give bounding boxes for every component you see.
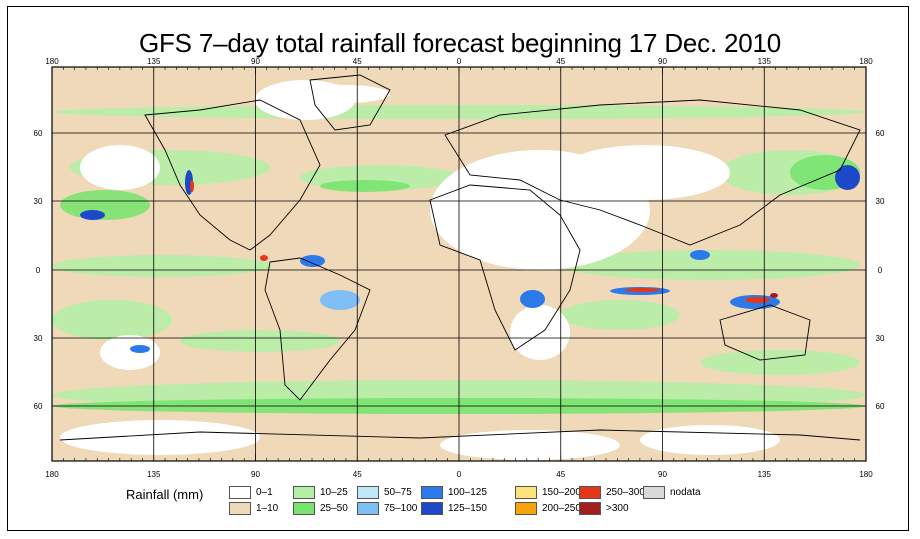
legend-label: 25–50 <box>320 503 348 514</box>
rain-band <box>560 250 860 280</box>
legend-swatch <box>293 486 315 499</box>
top-tick-label: 45 <box>556 57 565 66</box>
bottom-tick-label: 180 <box>859 470 873 479</box>
heavy-rain-cell <box>300 255 325 267</box>
legend-swatch <box>357 502 379 515</box>
left-tick-label: 60 <box>34 129 43 138</box>
rain-band <box>52 255 272 277</box>
dry-zone <box>440 430 620 460</box>
dry-zone <box>100 335 160 370</box>
coastline <box>309 74 391 131</box>
heavy-rain-cell <box>260 255 268 261</box>
top-tick-label: 180 <box>859 57 873 66</box>
dry-zone <box>640 425 780 455</box>
top-tick-label: 135 <box>147 57 161 66</box>
legend-label: 150–200 <box>542 487 581 498</box>
legend-label: 1–10 <box>256 503 279 514</box>
coastline <box>59 429 861 441</box>
legend-label: 50–75 <box>384 487 412 498</box>
coastline <box>444 99 861 246</box>
rain-band <box>700 350 860 375</box>
dry-zone <box>80 145 160 190</box>
legend-swatch <box>357 486 379 499</box>
heavy-rain-cell <box>745 297 770 303</box>
top-tick-label: 90 <box>658 57 667 66</box>
heavy-rain-cell <box>625 288 660 292</box>
legend-label: nodata <box>670 487 701 498</box>
bottom-tick-label: 135 <box>758 470 772 479</box>
legend-swatch <box>643 486 665 499</box>
right-tick-label: 30 <box>876 197 885 206</box>
dry-zone <box>560 145 730 200</box>
legend-swatch <box>579 502 601 515</box>
legend-label: >300 <box>606 503 629 514</box>
rain-band <box>52 300 172 340</box>
legend-label: 125–150 <box>448 503 487 514</box>
legend-label: 10–25 <box>320 487 348 498</box>
heavy-rain-cell <box>130 345 150 353</box>
dry-zone <box>300 85 390 103</box>
legend-swatch <box>293 502 315 515</box>
bottom-tick-label: 90 <box>251 470 260 479</box>
bottom-tick-label: 135 <box>147 470 161 479</box>
legend-swatch <box>229 486 251 499</box>
right-tick-label: 60 <box>876 402 885 411</box>
map-title: GFS 7–day total rainfall forecast beginn… <box>138 28 782 58</box>
legend-swatch <box>515 502 537 515</box>
heavy-rain-cell <box>320 290 360 310</box>
dry-zone <box>510 305 570 360</box>
top-tick-label: 90 <box>251 57 260 66</box>
right-tick-label: 60 <box>876 129 885 138</box>
coastline <box>429 184 581 351</box>
bottom-tick-label: 0 <box>457 470 462 479</box>
rain-band <box>60 190 150 220</box>
right-tick-label: 0 <box>878 266 883 275</box>
coastline <box>719 304 811 361</box>
dry-zone <box>60 420 260 455</box>
axis-ticks: 180 135 90 45 0 45 90 135 180 180 135 90 45 0 45 90 135 1… <box>34 57 885 479</box>
left-tick-label: 0 <box>36 266 41 275</box>
top-tick-label: 180 <box>45 57 59 66</box>
left-tick-label: 60 <box>34 402 43 411</box>
legend-label: 100–125 <box>448 487 487 498</box>
rain-band <box>180 330 340 352</box>
bottom-tick-label: 45 <box>556 470 565 479</box>
bottom-tick-label: 45 <box>353 470 362 479</box>
rain-band <box>560 300 680 330</box>
heavy-rain-cell <box>835 165 860 190</box>
legend-label: 200–250 <box>542 503 581 514</box>
heavy-rain-cell <box>770 293 778 298</box>
legend-title: Rainfall (mm) <box>126 487 204 502</box>
legend-swatch <box>421 502 443 515</box>
legend-label: 75–100 <box>384 503 418 514</box>
figure-frame <box>7 6 909 531</box>
bottom-tick-label: 90 <box>658 470 667 479</box>
heavy-rain-cell <box>690 250 710 260</box>
top-tick-label: 135 <box>758 57 772 66</box>
legend-swatch <box>229 502 251 515</box>
coastline <box>144 99 321 251</box>
top-tick-label: 0 <box>457 57 462 66</box>
legend-label: 250–300 <box>606 487 645 498</box>
coastline <box>264 257 371 401</box>
heavy-rain-cell <box>520 290 545 308</box>
legend-swatch <box>515 486 537 499</box>
right-tick-label: 30 <box>876 334 885 343</box>
rain-band <box>320 180 410 192</box>
legend-swatch <box>579 486 601 499</box>
legend-swatch <box>421 486 443 499</box>
top-tick-label: 45 <box>353 57 362 66</box>
heavy-rain-cell <box>190 180 194 192</box>
left-tick-label: 30 <box>34 197 43 206</box>
heavy-rain-cell <box>80 210 105 220</box>
left-tick-label: 30 <box>34 334 43 343</box>
bottom-tick-label: 180 <box>45 470 59 479</box>
legend-label: 0–1 <box>256 487 273 498</box>
